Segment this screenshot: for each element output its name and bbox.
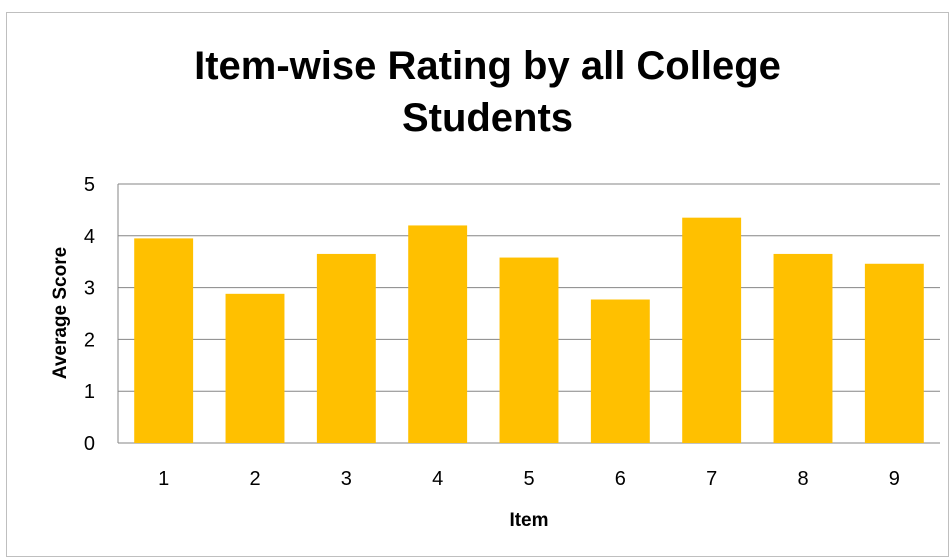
- bar-item-1: [134, 238, 194, 443]
- x-tick-label-1: 1: [158, 468, 169, 490]
- bar-item-2: [225, 293, 285, 443]
- bar-item-6: [590, 299, 650, 443]
- x-tick-label-6: 6: [615, 468, 626, 490]
- chart-title-line-1: Item-wise Rating by all College: [194, 44, 781, 88]
- y-tick-label-4: 4: [84, 226, 95, 248]
- y-tick-labels: 0 1 2 3 4 5: [84, 174, 95, 455]
- y-tick-label-2: 2: [84, 329, 95, 351]
- y-tick-label-3: 3: [84, 278, 95, 300]
- x-tick-labels: 1 2 3 4 5 6 7 8 9: [158, 468, 900, 490]
- x-tick-label-8: 8: [797, 468, 808, 490]
- bar-item-5: [499, 257, 559, 443]
- bar-item-3: [316, 253, 376, 443]
- x-tick-label-5: 5: [523, 468, 534, 490]
- bar-item-9: [864, 263, 924, 443]
- y-tick-label-5: 5: [84, 174, 95, 196]
- x-tick-label-4: 4: [432, 468, 443, 490]
- bars: [134, 217, 924, 443]
- x-tick-label-2: 2: [249, 468, 260, 490]
- x-tick-label-9: 9: [889, 468, 900, 490]
- chart-title: Item-wise Rating by all College Students: [0, 40, 951, 144]
- bar-item-7: [682, 217, 742, 443]
- bar-item-4: [408, 225, 468, 443]
- x-axis-label: Item: [509, 510, 548, 531]
- y-tick-label-1: 1: [84, 381, 95, 403]
- y-tick-label-0: 0: [84, 433, 95, 455]
- y-axis-label: Average Score: [50, 247, 71, 379]
- bar-item-8: [773, 253, 833, 443]
- x-tick-label-3: 3: [341, 468, 352, 490]
- x-tick-label-7: 7: [706, 468, 717, 490]
- chart-title-line-2: Students: [401, 96, 574, 140]
